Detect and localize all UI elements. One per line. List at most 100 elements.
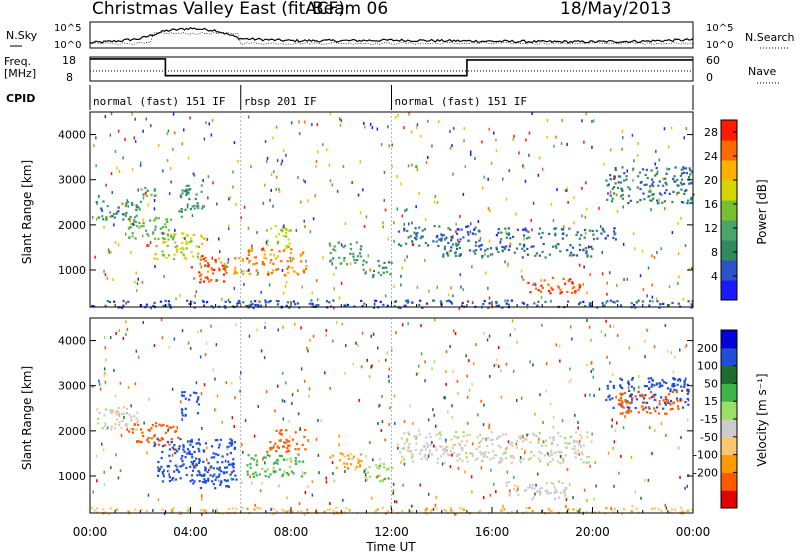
echo-cell-770 [515,489,518,492]
scatter-cell-47 [504,299,506,303]
echo-cell-535 [555,246,558,249]
echo-cell-196 [207,261,210,264]
scatter-cell-474 [668,285,671,289]
echo-cell-589 [497,231,500,234]
echo-cell-277 [252,263,255,266]
echo-cell-778 [539,487,542,490]
echo-cell-454 [364,467,368,471]
echo-cell-30 [129,428,132,431]
echo-cell-1118 [345,507,348,510]
scatter-cell-402 [260,290,262,294]
scatter-cell-213 [383,170,386,174]
scatter-cell-472 [146,451,148,455]
scatter-cell-236 [660,247,662,251]
scatter-cell-146 [453,329,455,333]
echo-cell-116 [164,240,167,244]
echo-cell-244 [229,463,232,466]
echo-cell-400 [277,446,280,449]
scatter-cell-456 [666,349,669,353]
echo-cell-720 [556,460,560,463]
echo-cell-158 [190,266,193,269]
ytick-label-1000: 1000 [58,470,86,483]
echo-cell-550 [442,255,445,258]
echo-cell-299 [196,398,200,401]
echo-cell-350 [280,455,283,458]
scatter-cell-336 [262,457,264,461]
echo-cell-665 [407,431,410,434]
echo-cell-327 [254,471,257,474]
echo-cell-813 [645,168,648,171]
echo-cell-619 [614,232,617,235]
echo-cell-380 [285,438,288,441]
cpid-segment-label-2: normal (fast) 151 IF [395,95,527,108]
scatter-cell-466 [325,480,328,484]
echo-cell-781 [627,186,630,189]
scatter-cell-441 [561,118,563,122]
scatter-cell-49 [663,127,666,131]
echo-cell-1033 [199,509,202,512]
scatter-cell-154 [432,507,435,511]
scatter-cell-382 [542,421,544,424]
echo-cell-631 [438,437,442,440]
scatter-cell-344 [495,363,498,367]
echo-cell-983 [439,300,442,303]
echo-cell-664 [559,288,562,291]
echo-cell-843 [619,384,622,387]
echo-cell-26 [109,409,112,412]
echo-cell-975 [443,508,446,512]
echo-cell-749 [619,195,623,198]
echo-cell-183 [171,478,174,481]
scatter-cell-425 [670,126,673,130]
echo-cell-146 [200,256,203,259]
scatter-cell-207 [459,273,461,277]
echo-cell-64 [172,425,175,428]
scatter-cell-52 [457,466,460,470]
echo-cell-1006 [171,508,174,511]
echo-cell-856 [611,397,614,400]
scatter-cell-471 [338,443,340,447]
scatter-cell-315 [445,382,447,386]
scatter-cell-377 [427,155,429,159]
echo-cell-113 [227,445,230,448]
echo-cell-462 [378,467,381,470]
scatter-cell-160 [505,197,508,201]
echo-cell-457 [400,244,403,247]
echo-cell-807 [611,187,614,190]
echo-cell-14 [96,422,100,425]
echo-cell-532 [455,247,459,250]
echo-cell-702 [682,167,685,170]
scatter-cell-263 [568,380,570,384]
echo-cell-800 [649,185,652,188]
scatter-cell-208 [622,205,624,209]
echo-cell-184 [193,277,196,280]
echo-cell-357 [249,466,252,469]
echo-cell-981 [404,304,407,307]
scatter-cell-488 [179,400,182,404]
echo-cell-391 [303,435,306,438]
scatter-cell-403 [432,408,434,412]
scatter-cell-124 [384,438,386,442]
echo-cell-728 [581,453,584,456]
scatter-cell-311 [176,426,178,430]
echo-cell-524 [449,249,452,252]
scatter-cell-266 [125,320,127,324]
echo-cell-92 [153,441,156,444]
echo-cell-205 [178,445,181,448]
echo-cell-24 [137,206,140,209]
echo-cell-42 [106,205,109,208]
scatter-cell-440 [555,343,558,347]
echo-cell-87 [139,428,143,431]
echo-cell-211 [236,271,239,275]
scatter-cell-470 [387,237,389,241]
echo-cell-279 [207,479,210,482]
echo-cell-140 [174,448,177,451]
echo-cell-1071 [246,507,249,510]
scatter-cell-329 [357,343,359,347]
echo-cell-986 [582,300,585,303]
scatter-cell-290 [208,467,211,471]
echo-cell-164 [231,462,234,465]
echo-cell-321 [200,190,203,193]
echo-cell-806 [684,400,687,404]
scatter-cell-427 [528,457,530,461]
echo-cell-696 [429,444,432,447]
